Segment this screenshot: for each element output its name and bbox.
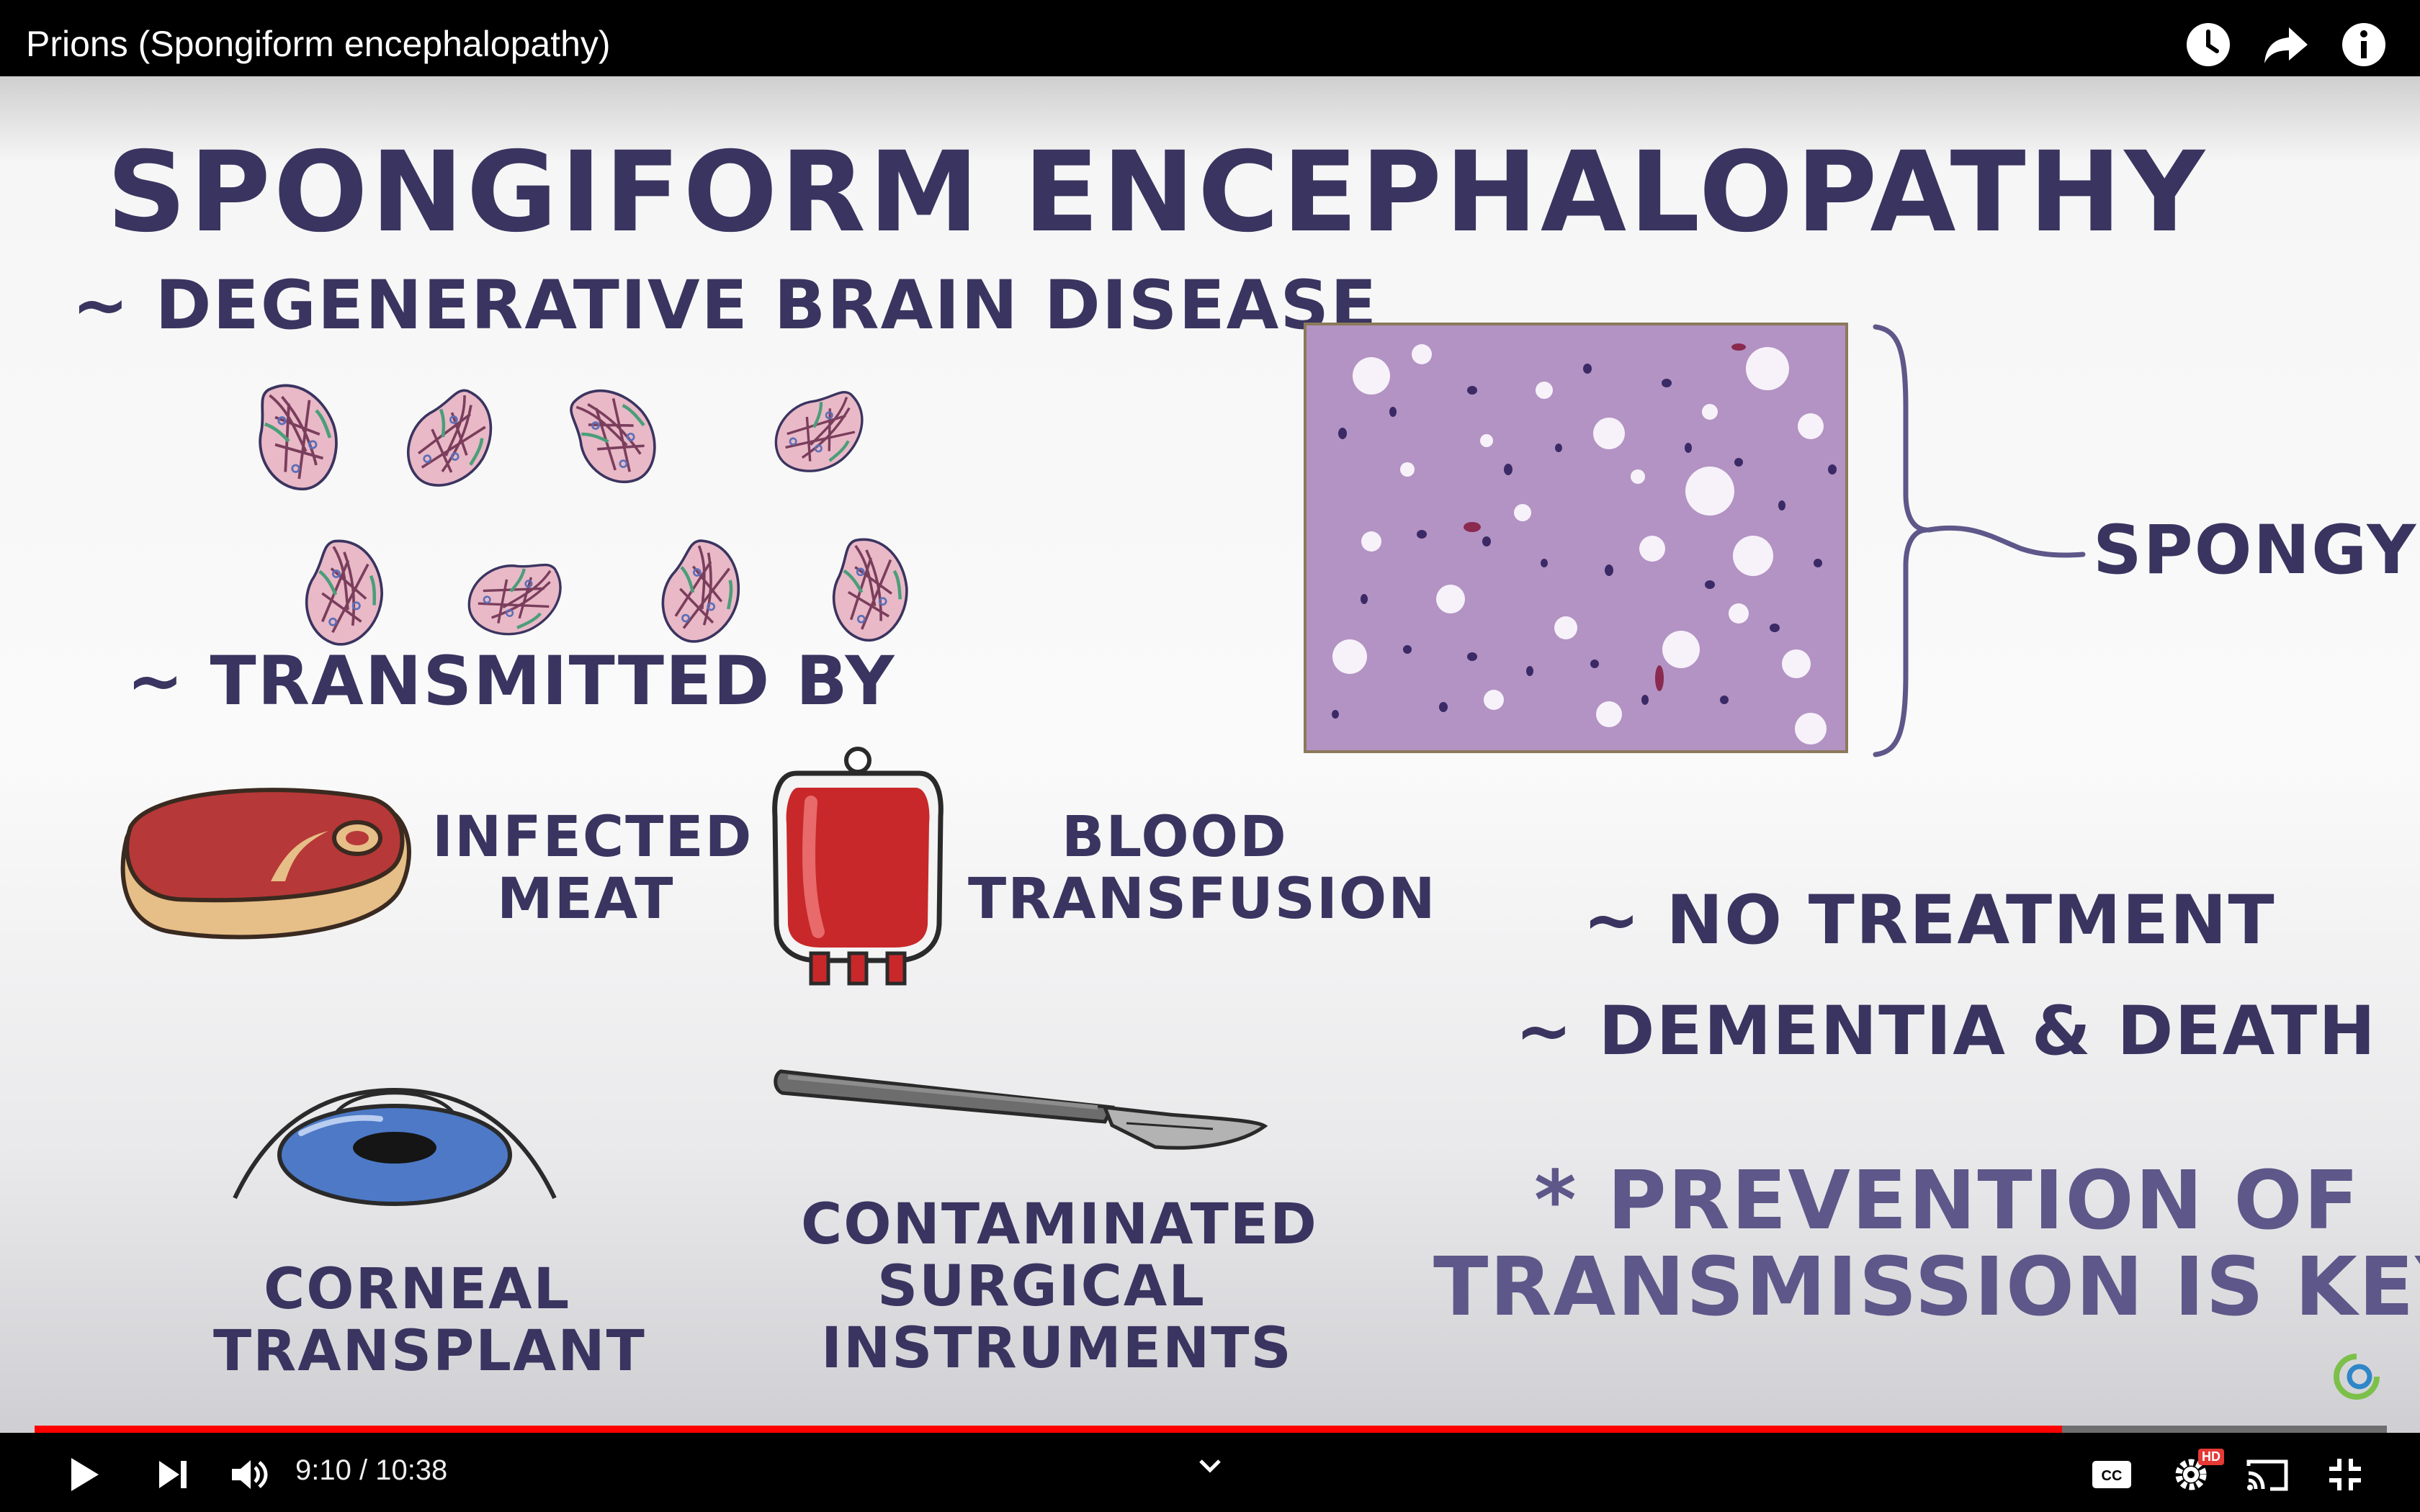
current-time: 9:10 <box>295 1454 351 1486</box>
label-blood: BLOOD <box>1062 805 1288 870</box>
label-corneal: CORNEAL <box>264 1257 571 1322</box>
watch-later-icon[interactable] <box>2182 19 2234 71</box>
key-line-2: TRANSMISSION IS KEY * <box>1433 1241 2420 1334</box>
label-transfusion: TRANSFUSION <box>968 867 1437 932</box>
bullet-transmitted-by: ~ TRANSMITTED BY <box>127 642 896 721</box>
duration: 10:38 <box>375 1454 448 1486</box>
scalpel-icon <box>774 1069 1268 1150</box>
label-infected: INFECTED <box>432 805 753 870</box>
info-icon[interactable] <box>2338 19 2390 71</box>
share-icon[interactable] <box>2260 19 2312 71</box>
bracket-connector <box>1873 324 2086 757</box>
video-title[interactable]: Prions (Spongiform encephalopathy) <box>26 24 611 64</box>
blood-bag-icon <box>772 747 944 986</box>
captions-icon[interactable]: CC <box>2086 1449 2138 1500</box>
eye-cornea-icon <box>233 1087 557 1206</box>
hd-badge: HD <box>2198 1449 2224 1465</box>
next-video-icon[interactable] <box>147 1449 199 1500</box>
label-surgical: SURGICAL <box>877 1254 1206 1319</box>
meat-steak-icon <box>120 788 411 940</box>
bullet-degenerative: ~ DEGENERATIVE BRAIN DISEASE <box>72 266 1379 345</box>
label-transplant: TRANSPLANT <box>213 1319 646 1384</box>
bullet-dementia-death: ~ DEMENTIA & DEATH <box>1515 992 2377 1071</box>
cast-icon[interactable] <box>2241 1449 2293 1500</box>
brain-histology-image <box>1304 323 1848 753</box>
chevron-down-icon[interactable] <box>1184 1440 1236 1492</box>
video-frame[interactable]: SPONGIFORM ENCEPHALOPATHY ~ DEGENERATIVE… <box>0 76 2420 1433</box>
time-display: 9:10 / 10:38 <box>295 1454 447 1487</box>
key-line-1: * PREVENTION OF <box>1534 1154 2361 1248</box>
label-instruments: INSTRUMENTS <box>821 1316 1293 1381</box>
exit-fullscreen-icon[interactable] <box>2319 1449 2371 1500</box>
time-separator: / <box>351 1454 376 1486</box>
label-spongy: SPONGY <box>2093 511 2418 590</box>
video-top-bar: Prions (Spongiform encephalopathy) <box>0 0 2420 76</box>
label-meat: MEAT <box>497 867 675 932</box>
play-icon[interactable] <box>58 1449 109 1500</box>
progress-bar[interactable] <box>35 1426 2387 1434</box>
label-contaminated: CONTAMINATED <box>801 1192 1318 1257</box>
svg-text:CC: CC <box>2102 1468 2123 1484</box>
slide-title: SPONGIFORM ENCEPHALOPATHY <box>107 128 2208 257</box>
channel-logo-icon[interactable] <box>2331 1351 2383 1403</box>
progress-bar-played <box>35 1426 2063 1434</box>
volume-icon[interactable] <box>223 1449 275 1500</box>
histology-texture <box>1307 325 1845 750</box>
settings-gear-icon[interactable]: HD <box>2165 1449 2224 1500</box>
bullet-no-treatment: ~ NO TREATMENT <box>1583 881 2276 960</box>
